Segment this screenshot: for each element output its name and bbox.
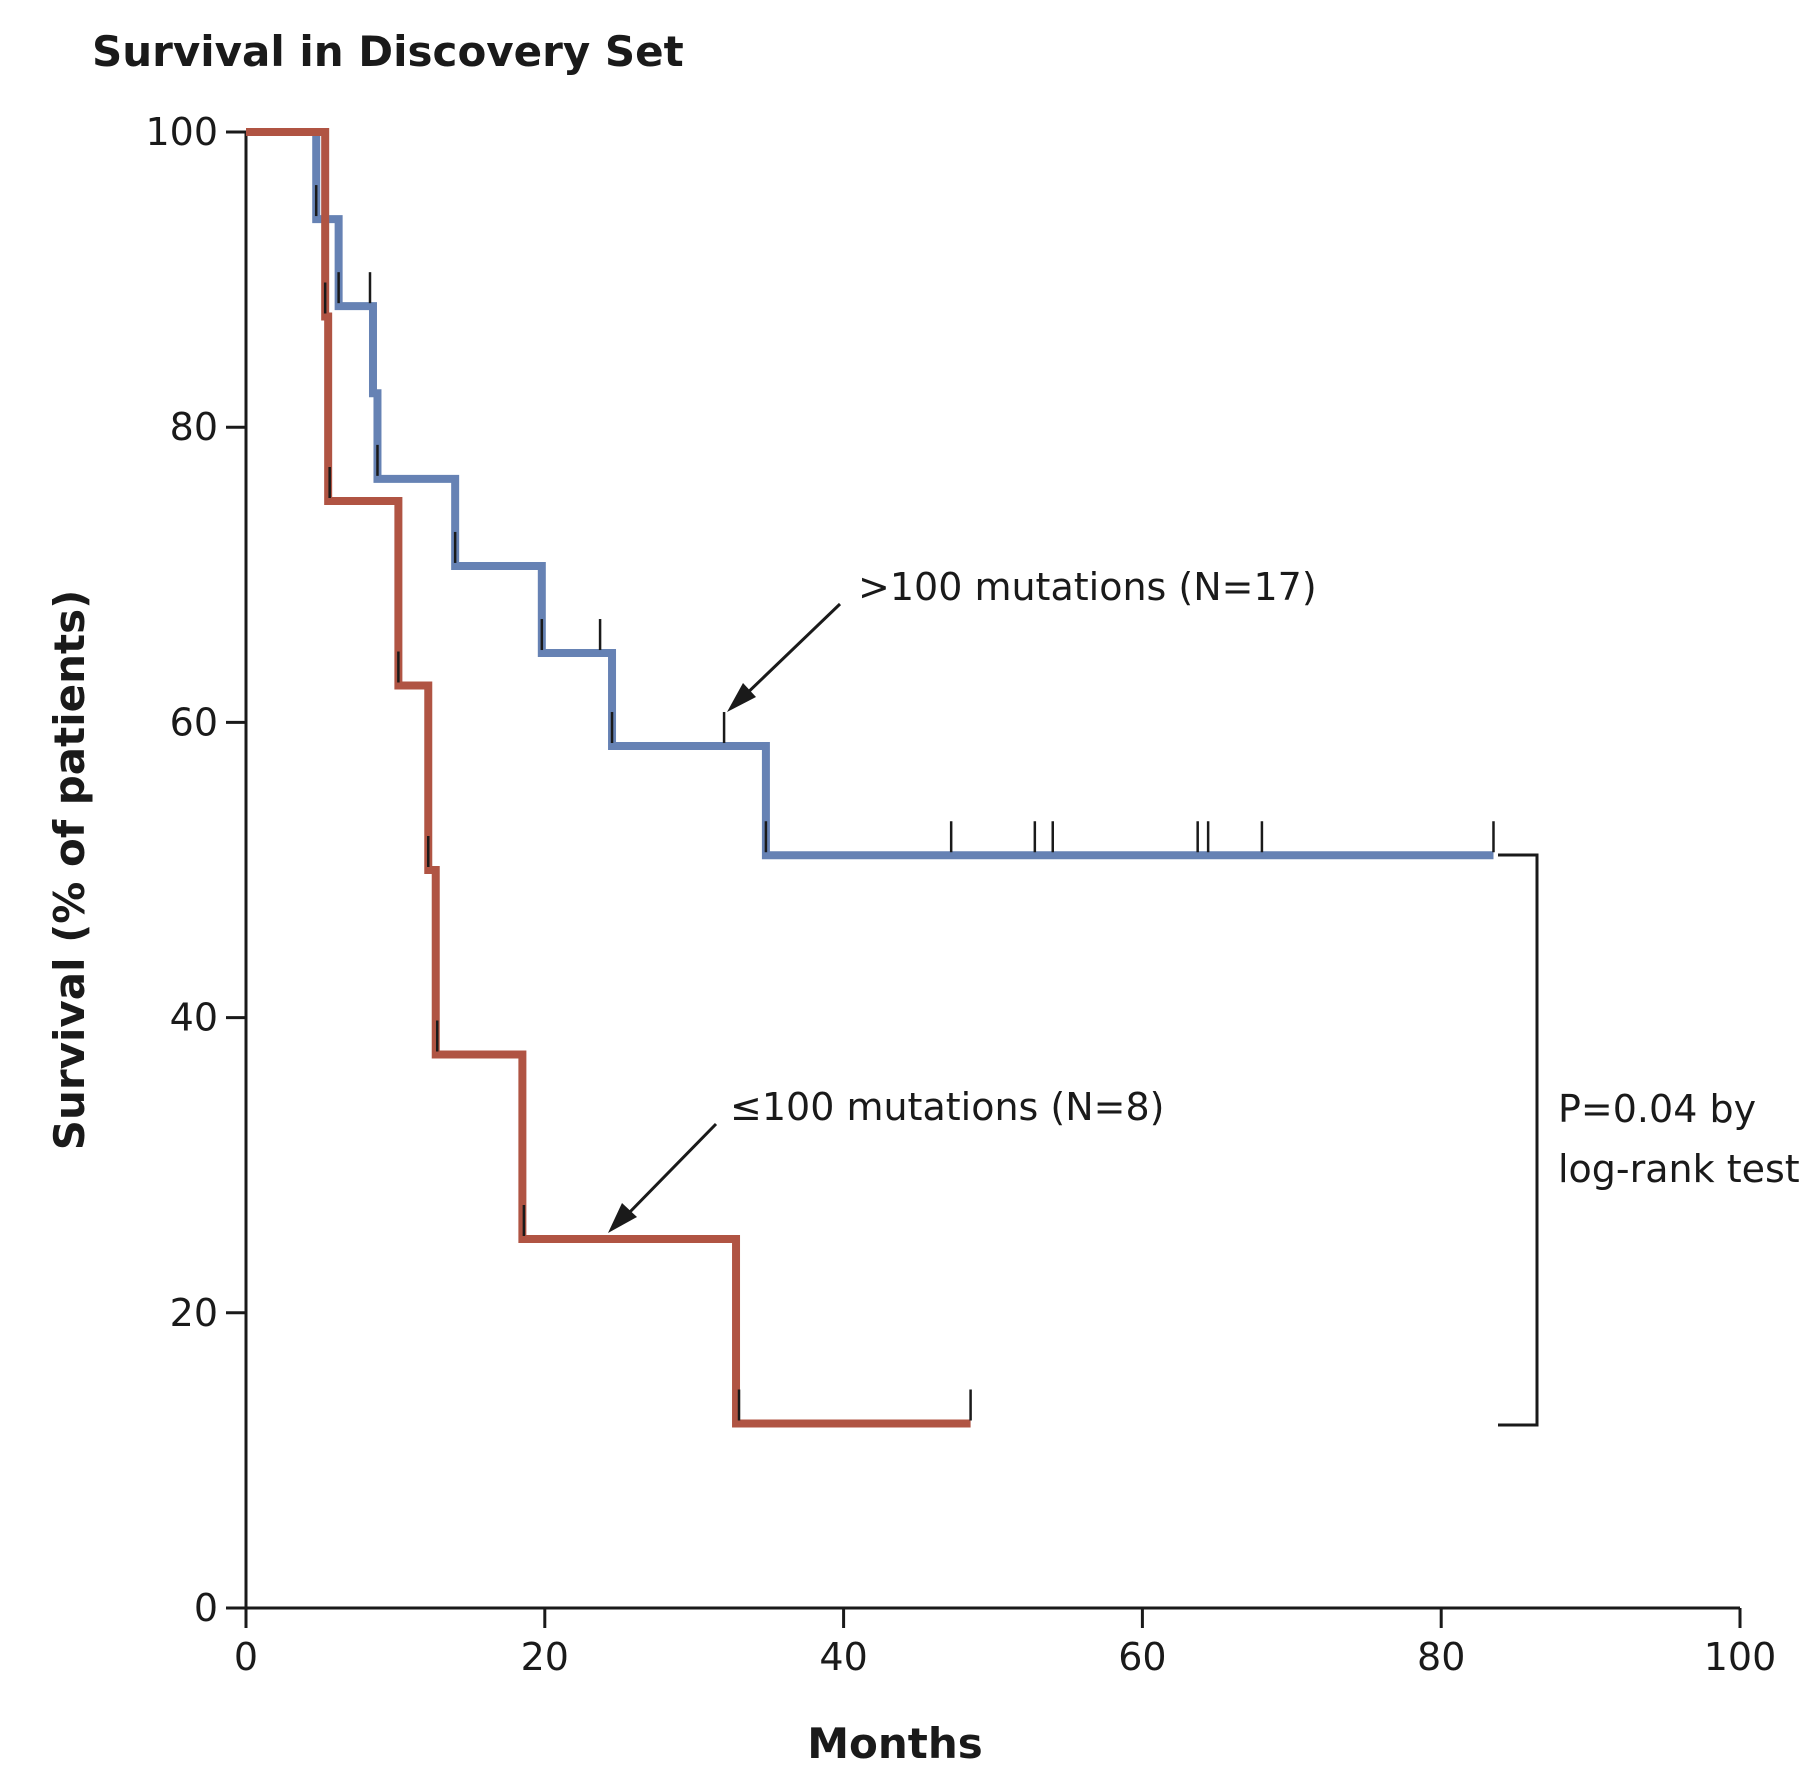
y-axis-title: Survival (% of patients) [45, 590, 94, 1151]
x-tick-label-20: 20 [521, 1635, 569, 1679]
high-mutation-arrowhead [727, 683, 756, 712]
series-layer [246, 128, 1494, 1428]
low-mutation-arrowhead [608, 1203, 637, 1233]
chart-title: Survival in Discovery Set [92, 27, 684, 76]
y-tick-label-80: 80 [170, 405, 218, 449]
axes [244, 132, 1740, 1610]
x-axis-title: Months [807, 1719, 983, 1768]
x-tick-label-100: 100 [1704, 1635, 1777, 1679]
p-value-line1: P=0.04 by [1558, 1087, 1756, 1131]
y-ticks: 0 20 40 60 80 100 [145, 110, 246, 1630]
x-tick-label-40: 40 [819, 1635, 867, 1679]
series-line-low-mutation [246, 128, 971, 1428]
x-tick-label-0: 0 [234, 1635, 258, 1679]
y-tick-label-20: 20 [170, 1291, 218, 1335]
low-mutation-arrow-line [622, 1122, 718, 1220]
x-tick-label-60: 60 [1118, 1635, 1166, 1679]
y-tick-label-0: 0 [194, 1586, 218, 1630]
x-tick-label-80: 80 [1417, 1635, 1465, 1679]
series-line-high-mutation [246, 128, 1494, 860]
high-mutation-arrow-line [738, 602, 842, 702]
y-tick-label-100: 100 [145, 110, 218, 154]
y-tick-label-60: 60 [170, 700, 218, 744]
y-tick-label-40: 40 [170, 996, 218, 1040]
p-value-bracket [1498, 853, 1539, 1427]
censor-layer [314, 185, 1495, 1421]
p-value-line2: log-rank test [1558, 1147, 1800, 1191]
x-ticks: 0 20 40 60 80 100 [234, 1608, 1776, 1679]
annotations: >100 mutations (N=17) ≤100 mutations (N=… [608, 565, 1800, 1427]
high-mutation-label: >100 mutations (N=17) [858, 565, 1317, 609]
low-mutation-label: ≤100 mutations (N=8) [730, 1085, 1165, 1129]
